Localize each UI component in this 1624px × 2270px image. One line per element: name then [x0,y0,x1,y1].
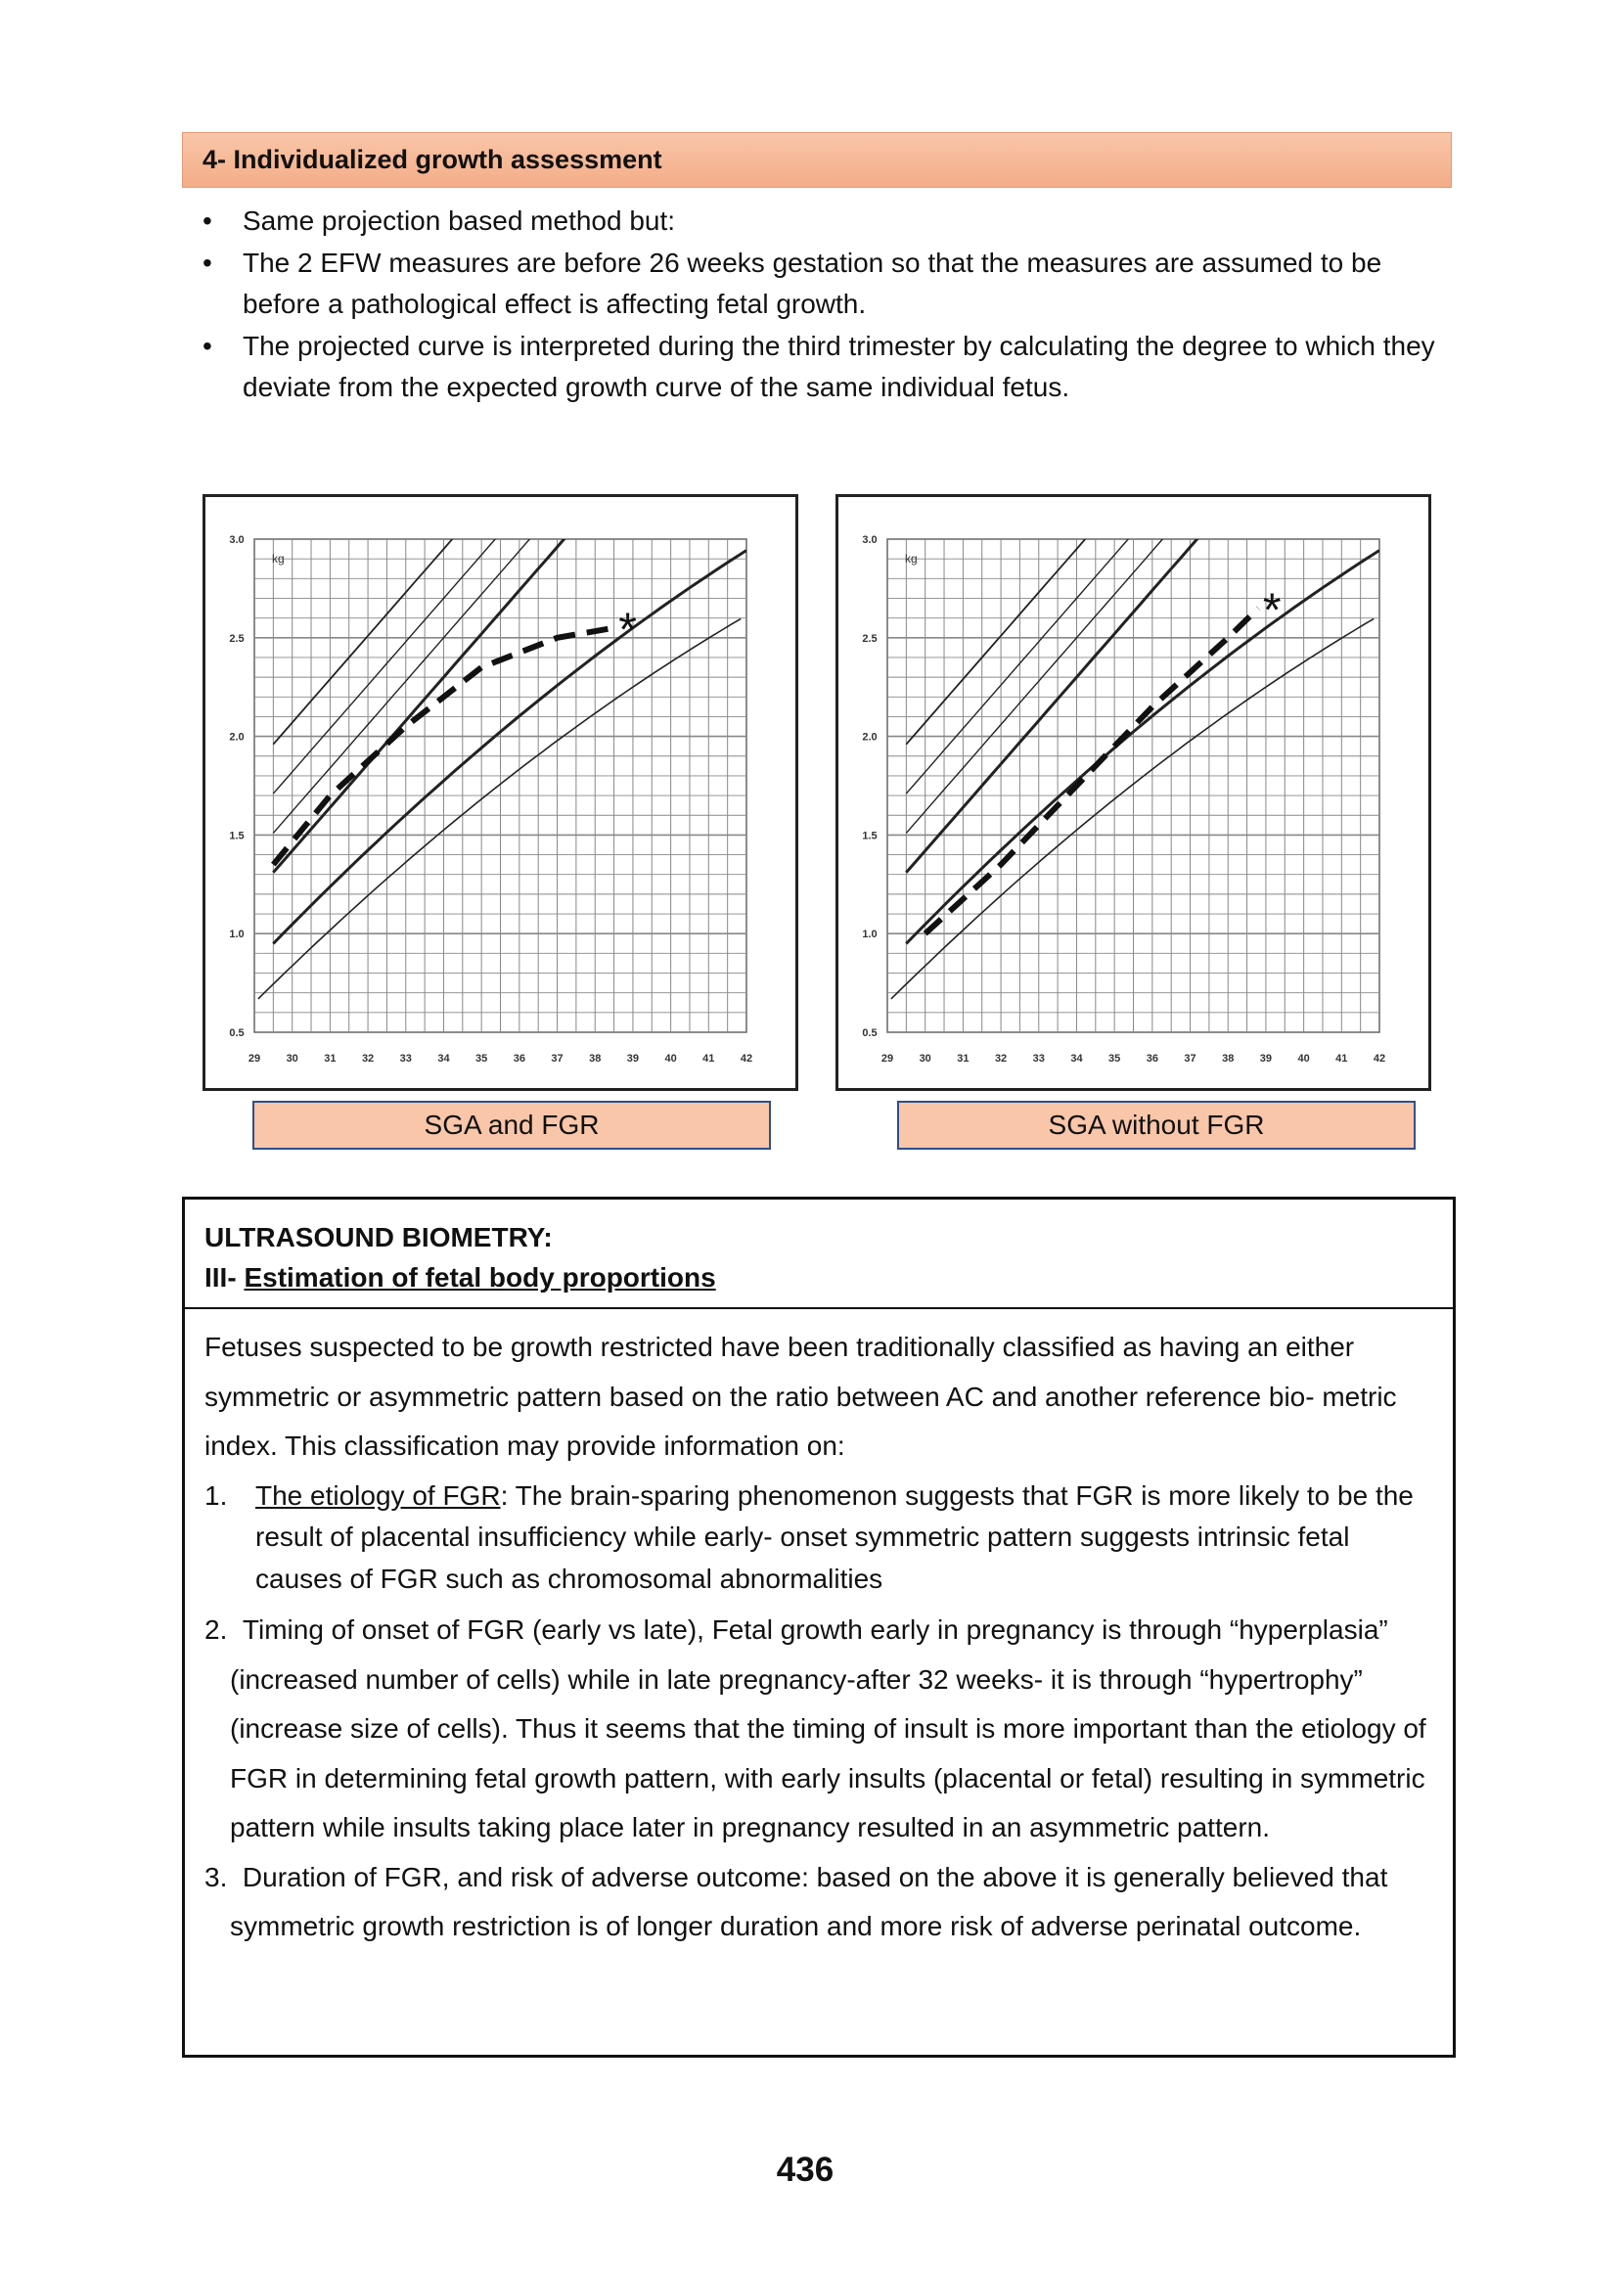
y-tick-label: 0.5 [862,1027,877,1039]
list-item: 2. Timing of onset of FGR (early vs late… [204,1606,1433,1853]
box-subheading: III- Estimation of fetal body proportion… [204,1257,1453,1297]
item-text: : The brain-sparing phenomenon suggests … [255,1479,1414,1594]
section-header: 4- Individualized growth assessment [182,132,1452,188]
x-tick-label: 41 [702,1053,714,1065]
growth-chart: * kg 3.0 2.5 2.0 1.5 1.0 0.5 29 30 31 32 33 34 35 36 37 3… [229,534,752,1065]
x-tick-label: 35 [1108,1053,1120,1065]
list-item: 1. The etiology of FGR: The brain-sparing… [204,1476,1433,1601]
x-tick-label: 40 [1297,1053,1309,1065]
percentile-curve [272,539,566,874]
y-tick-label: 1.5 [229,830,244,841]
x-tick-label: 39 [627,1053,639,1065]
projection-line [923,606,1261,936]
item-text: Duration of FGR, and risk of adverse out… [230,1861,1388,1942]
percentile-curve [257,617,742,1000]
bullet-list: Same projection based method but: The 2 … [196,201,1438,409]
x-tick-label: 31 [324,1053,336,1065]
y-tick-label: 3.0 [862,534,877,546]
x-tick-label: 30 [920,1053,931,1065]
x-tick-label: 29 [248,1053,260,1065]
percentile-curve [272,539,497,794]
x-tick-label: 29 [881,1053,893,1065]
item-number: 1. [204,1479,228,1511]
curves [257,539,746,1000]
x-tick-label: 37 [551,1053,563,1065]
percentile-curve [905,539,1199,874]
growth-chart: * kg 3.0 2.5 2.0 1.5 1.0 0.5 29 30 31 32 33 34 35 36 37 3… [862,534,1385,1065]
figure-caption: SGA without FGR [897,1101,1416,1150]
x-tick-label: 38 [589,1053,601,1065]
x-tick-label: 40 [664,1053,676,1065]
y-tick-label: 2.0 [862,732,877,744]
x-tick-label: 39 [1260,1053,1272,1065]
star-marker: * [618,605,637,657]
percentile-curve [272,539,454,746]
y-tick-label: 1.0 [229,929,244,940]
y-tick-label: 2.5 [229,633,244,645]
y-unit-label: kg [272,552,285,566]
x-tick-label: 34 [1070,1053,1083,1065]
curves [890,539,1379,1000]
percentile-curve [905,549,1379,945]
intro-paragraph: Fetuses suspected to be growth restricte… [204,1332,1397,1461]
item-number: 3. [204,1861,228,1892]
item-term: The etiology of FGR [255,1479,501,1511]
projection-line [271,624,615,867]
x-tick-label: 32 [995,1053,1007,1065]
percentile-curve [905,539,1130,794]
subheading-prefix: III- [204,1262,237,1293]
y-tick-label: 0.5 [229,1027,244,1039]
x-tick-label: 42 [1374,1053,1385,1065]
bullet: Same projection based method but: [196,201,1438,243]
x-tick-label: 34 [437,1053,450,1065]
x-tick-label: 33 [400,1053,412,1065]
percentile-curve [272,549,746,945]
numbered-list: 1. The etiology of FGR: The brain-sparing… [204,1476,1433,1952]
x-tick-label: 41 [1335,1053,1347,1065]
x-tick-label: 42 [741,1053,752,1065]
y-tick-label: 2.0 [229,732,244,744]
item-text: Timing of onset of FGR (early vs late), … [230,1614,1426,1842]
x-tick-label: 38 [1222,1053,1234,1065]
x-tick-label: 33 [1033,1053,1045,1065]
percentile-curve [905,539,1087,746]
text-box: ULTRASOUND BIOMETRY: III- Estimation of … [182,1197,1456,2058]
y-tick-label: 2.5 [862,633,877,645]
star-marker: * [1263,585,1282,637]
box-header: ULTRASOUND BIOMETRY: III- Estimation of … [185,1200,1453,1309]
x-tick-label: 35 [475,1053,487,1065]
item-number: 2. [204,1614,228,1645]
x-tick-label: 36 [514,1053,525,1065]
percentile-curve [890,617,1375,1000]
page-number: 436 [776,2151,835,2189]
list-item: 3. Duration of FGR, and risk of adverse … [204,1853,1433,1952]
bullet: The 2 EFW measures are before 26 weeks g… [196,243,1438,326]
growth-chart-figure: * kg 3.0 2.5 2.0 1.5 1.0 0.5 29 30 31 32 33 34 35 36 37 3… [835,494,1431,1091]
percentile-curve [272,539,531,834]
box-body: Fetuses suspected to be growth restricte… [185,1309,1453,1952]
growth-chart-figure: * kg 3.0 2.5 2.0 1.5 1.0 0.5 29 30 31 32 33 34 35 36 37 3… [203,494,798,1091]
percentile-curve [905,539,1164,834]
figure-caption: SGA and FGR [252,1101,771,1150]
y-unit-label: kg [905,552,918,566]
y-tick-label: 3.0 [229,534,244,546]
y-tick-label: 1.0 [862,929,877,940]
box-heading: ULTRASOUND BIOMETRY: [204,1222,553,1252]
y-tick-label: 1.5 [862,830,877,841]
x-tick-label: 32 [362,1053,374,1065]
x-tick-label: 31 [957,1053,969,1065]
x-tick-label: 36 [1147,1053,1158,1065]
subheading-text: Estimation of fetal body proportions [244,1262,716,1293]
x-tick-label: 30 [287,1053,298,1065]
bullet: The projected curve is interpreted durin… [196,326,1438,409]
x-tick-label: 37 [1184,1053,1195,1065]
